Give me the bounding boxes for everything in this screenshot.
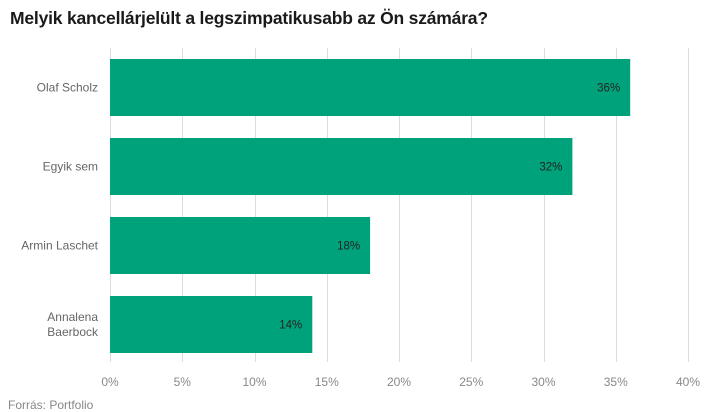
x-tick-label: 0% bbox=[101, 375, 119, 389]
bars: 36% 32% 18% 14% bbox=[110, 59, 631, 353]
x-tick-label: 40% bbox=[676, 375, 700, 389]
x-tick-label: 15% bbox=[315, 375, 339, 389]
data-label: 14% bbox=[279, 320, 302, 332]
data-label: 18% bbox=[337, 241, 360, 253]
bar bbox=[110, 59, 631, 116]
data-label: 32% bbox=[539, 162, 562, 174]
category-label: Annalena Baerbock bbox=[47, 310, 99, 339]
bar bbox=[110, 296, 313, 353]
category-label: Armin Laschet bbox=[21, 239, 98, 253]
x-tick-label: 25% bbox=[459, 375, 483, 389]
category-label: Olaf Scholz bbox=[37, 81, 98, 95]
x-tick-label: 30% bbox=[531, 375, 555, 389]
category-label: Egyik sem bbox=[43, 160, 98, 174]
x-axis-ticks: 0% 5% 10% 15% 20% 25% 30% 35% 40% bbox=[101, 375, 700, 389]
data-label: 36% bbox=[597, 83, 620, 95]
bar bbox=[110, 217, 371, 274]
x-tick-label: 5% bbox=[174, 375, 192, 389]
chart-title: Melyik kancellárjelült a legszimpatikusa… bbox=[10, 8, 488, 28]
x-tick-label: 35% bbox=[604, 375, 628, 389]
source-note: Forrás: Portfolio bbox=[8, 398, 94, 412]
x-tick-label: 20% bbox=[387, 375, 411, 389]
category-labels: Olaf Scholz Egyik sem Armin Laschet Annalen… bbox=[21, 81, 99, 340]
x-tick-label: 10% bbox=[242, 375, 266, 389]
bar bbox=[110, 138, 573, 195]
